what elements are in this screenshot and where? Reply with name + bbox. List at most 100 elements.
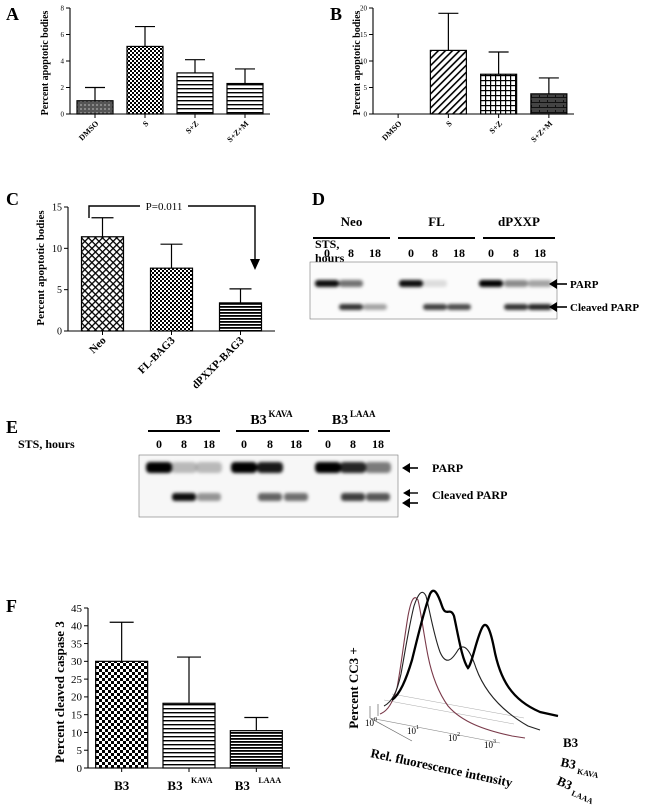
chart-a-ytick-label: 4 xyxy=(61,57,65,65)
chart-f-ytick-label: 20 xyxy=(71,692,83,704)
chart-c-bar-fl-bag3 xyxy=(149,267,194,332)
blot-e-band-parp xyxy=(257,462,283,473)
panel-letter-c: C xyxy=(6,189,19,209)
blot-d-hours-label: hours xyxy=(315,251,345,265)
chart-a: Percent apoptotic bodies 0 2 4 6 8 DMSO S S+Z S+… xyxy=(40,4,270,144)
chart-f-ytick-label: 10 xyxy=(71,727,83,739)
chart-f-ytick-label: 40 xyxy=(71,621,83,633)
chart-c-ylabel: Percent apoptotic bodies xyxy=(35,210,47,326)
chart-a-ytick-label: 0 xyxy=(61,110,65,118)
blot-e-lane-label: 8 xyxy=(181,437,187,451)
histogram-ylabel: Percent CC3 + xyxy=(346,647,361,729)
chart-b-ytick-label: 0 xyxy=(364,110,368,118)
chart-b-ytick-label: 20 xyxy=(360,4,368,12)
chart-a-bar-s-z-m xyxy=(226,82,264,115)
blot-e-band-cleaved xyxy=(258,493,282,501)
blot-e-band-parp xyxy=(231,462,257,473)
panel-letter-a: A xyxy=(6,4,19,24)
blot-e-cleaved-arrow-2 xyxy=(402,498,410,508)
blot-e-lane-label: 0 xyxy=(156,437,162,451)
histogram-x-axis xyxy=(369,693,525,744)
western-blot-d: STS, hours PARP Cleaved PARP Neo FL dPXXP 0… xyxy=(309,214,639,320)
western-blot-e: STS, hours PARP Cleaved PARP B3 B3 KAVA B3 L… xyxy=(18,409,507,518)
blot-e-group-sup: KAVA xyxy=(269,409,294,419)
blot-d-band-parp xyxy=(504,280,528,287)
blot-e-group-sup: LAAA xyxy=(350,409,376,419)
chart-b-ytick-label: 5 xyxy=(364,84,368,92)
blot-d-band-cleaved xyxy=(363,304,387,310)
chart-f-category-b3-laaa: B3 xyxy=(235,778,251,793)
chart-b-ytick-label: 10 xyxy=(360,57,368,65)
chart-c: Percent apoptotic bodies P=0.011 0 5 10 15 N… xyxy=(35,199,275,392)
blot-d-parp-label: PARP xyxy=(570,279,599,291)
histogram-tick-10-0: 10 0 xyxy=(365,717,377,728)
blot-d-band-parp xyxy=(479,280,503,287)
chart-f-bar-b3-laaa xyxy=(229,730,283,769)
blot-d-band-cleaved xyxy=(339,304,363,310)
histogram-series-b3-kava-sup: KAVA xyxy=(576,767,599,780)
blot-d-band-parp xyxy=(528,280,552,287)
chart-f-ytick-label: 35 xyxy=(71,638,83,650)
blot-e-band-cleaved xyxy=(366,493,390,501)
chart-b-bar-s-z xyxy=(480,73,518,115)
chart-b-category-s: S xyxy=(444,119,454,129)
chart-f-ytick-label: 5 xyxy=(77,745,83,757)
blot-d-cleaved-label: Cleaved PARP xyxy=(570,302,639,314)
blot-e-cleaved-arrow-1 xyxy=(403,489,410,497)
chart-b-category-s-z-m: S+Z+M xyxy=(529,119,554,144)
chart-f: Percent cleaved caspase 3 0 5 10 15 20 25 30 35… xyxy=(52,603,290,793)
blot-e-band-cleaved xyxy=(284,493,308,501)
blot-d-lane-label: 8 xyxy=(348,246,354,260)
blot-e-band-parp xyxy=(365,462,391,473)
histogram-tick-exp: 1 xyxy=(416,725,419,731)
chart-a-category-s: S xyxy=(141,119,151,129)
blot-d-lane-label: 0 xyxy=(488,246,494,260)
chart-f-ytick-label: 30 xyxy=(71,656,83,668)
blot-d-band-parp xyxy=(423,280,447,287)
histogram-tick-10-1: 10 1 xyxy=(407,725,419,736)
chart-a-bar-s xyxy=(126,45,164,115)
blot-e-group-b3-laaa: B3 xyxy=(332,413,348,428)
histogram-tick-10-3: 10 3 xyxy=(484,739,496,750)
panel-letter-f: F xyxy=(6,596,17,616)
chart-b-ytick-label: 15 xyxy=(360,31,368,39)
chart-b-bar-s xyxy=(429,49,467,115)
chart-f-ytick-label: 15 xyxy=(71,710,83,722)
blot-d-group-dpxxp: dPXXP xyxy=(498,214,540,229)
blot-e-group-b3: B3 xyxy=(176,413,192,428)
blot-e-lane-label: 18 xyxy=(290,437,302,451)
histogram-series-b3-label: B3 xyxy=(563,735,579,750)
chart-c-bar-dpxxp-bag3 xyxy=(218,302,263,332)
histogram-series-b3-laaa-label: B3 xyxy=(555,773,575,793)
blot-e-parp-arrow xyxy=(402,463,410,473)
blot-e-parp-label: PARP xyxy=(432,461,463,475)
chart-c-category-dpxxp-bag3: dPXXP-BAG3 xyxy=(190,334,247,391)
blot-e-band-cleaved xyxy=(341,493,365,501)
chart-f-ylabel: Percent cleaved caspase 3 xyxy=(52,621,67,763)
chart-a-ylabel: Percent apoptotic bodies xyxy=(40,10,51,115)
chart-c-ytick-label: 15 xyxy=(52,203,62,214)
chart-a-ytick-label: 2 xyxy=(61,84,65,92)
chart-f-category-b3-kava: B3 xyxy=(167,778,183,793)
chart-b-ylabel: Percent apoptotic bodies xyxy=(352,10,363,115)
blot-e-band-parp xyxy=(146,462,172,473)
blot-d-sts-label: STS, xyxy=(315,237,339,251)
chart-c-ytick-label: 10 xyxy=(52,244,62,255)
blot-d-band-parp xyxy=(339,280,363,287)
blot-d-parp-arrow xyxy=(549,279,557,289)
chart-f-ytick-label: 25 xyxy=(71,674,83,686)
chart-a-ytick-label: 8 xyxy=(61,4,65,12)
blot-e-band-cleaved xyxy=(197,493,221,501)
chart-c-ytick-label: 0 xyxy=(57,327,62,338)
chart-f-ytick-label: 0 xyxy=(77,763,83,775)
flow-histogram: Percent CC3 + Rel. fluorescence intensit… xyxy=(346,589,599,807)
blot-e-lane-label: 8 xyxy=(267,437,273,451)
blot-e-band-parp xyxy=(340,462,366,473)
histogram-tick-exp: 2 xyxy=(457,732,460,738)
blot-e-lane-label: 18 xyxy=(203,437,215,451)
histogram-series-b3-laaa-sup: LAAA xyxy=(570,789,595,807)
chart-f-bar-b3 xyxy=(95,660,149,769)
blot-d-membrane xyxy=(309,261,558,320)
chart-c-category-neo: Neo xyxy=(87,334,109,356)
histogram-series-b3-kava: B3 KAVA xyxy=(559,754,599,780)
